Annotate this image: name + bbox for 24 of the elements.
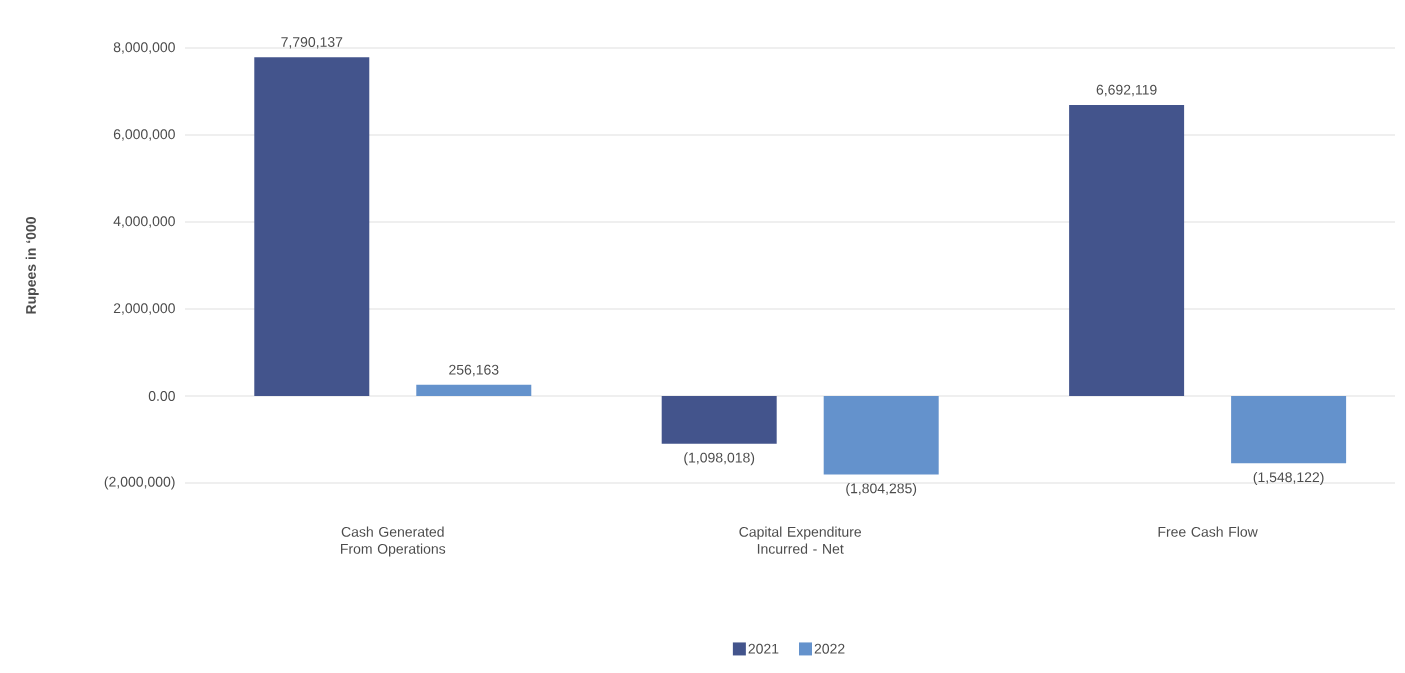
bar [416,384,532,396]
bar [823,396,939,475]
data-label: 7,790,137 [281,37,343,49]
legend-label: 2022 [814,643,845,654]
data-label: (1,548,122) [1253,471,1324,485]
data-label: 6,692,119 [1096,84,1157,97]
y-tick-label: 6,000,000 [113,129,175,141]
data-label: 256,163 [449,364,499,377]
bar [661,396,777,444]
data-label: (1,804,285) [846,483,917,497]
bar [1069,104,1185,396]
legend-label: 2021 [748,643,779,654]
y-axis-title: Rupees in ‘000 [25,217,39,314]
x-tick-label: Cash Generated From Operations [341,526,446,557]
y-tick-label: (2,000,000) [104,476,175,490]
y-tick-label: 2,000,000 [113,303,175,315]
y-tick-label: 4,000,000 [113,216,175,228]
x-tick-label: Free Cash Flow [1158,526,1258,537]
data-label: (1,098,018) [684,452,755,466]
bar [1231,396,1347,464]
x-tick-label: Capital Expenditure Incurred - Net [739,526,862,554]
y-tick-label: 8,000,000 [113,42,175,54]
bar [254,57,370,396]
y-tick-label: 0.00 [148,391,175,401]
